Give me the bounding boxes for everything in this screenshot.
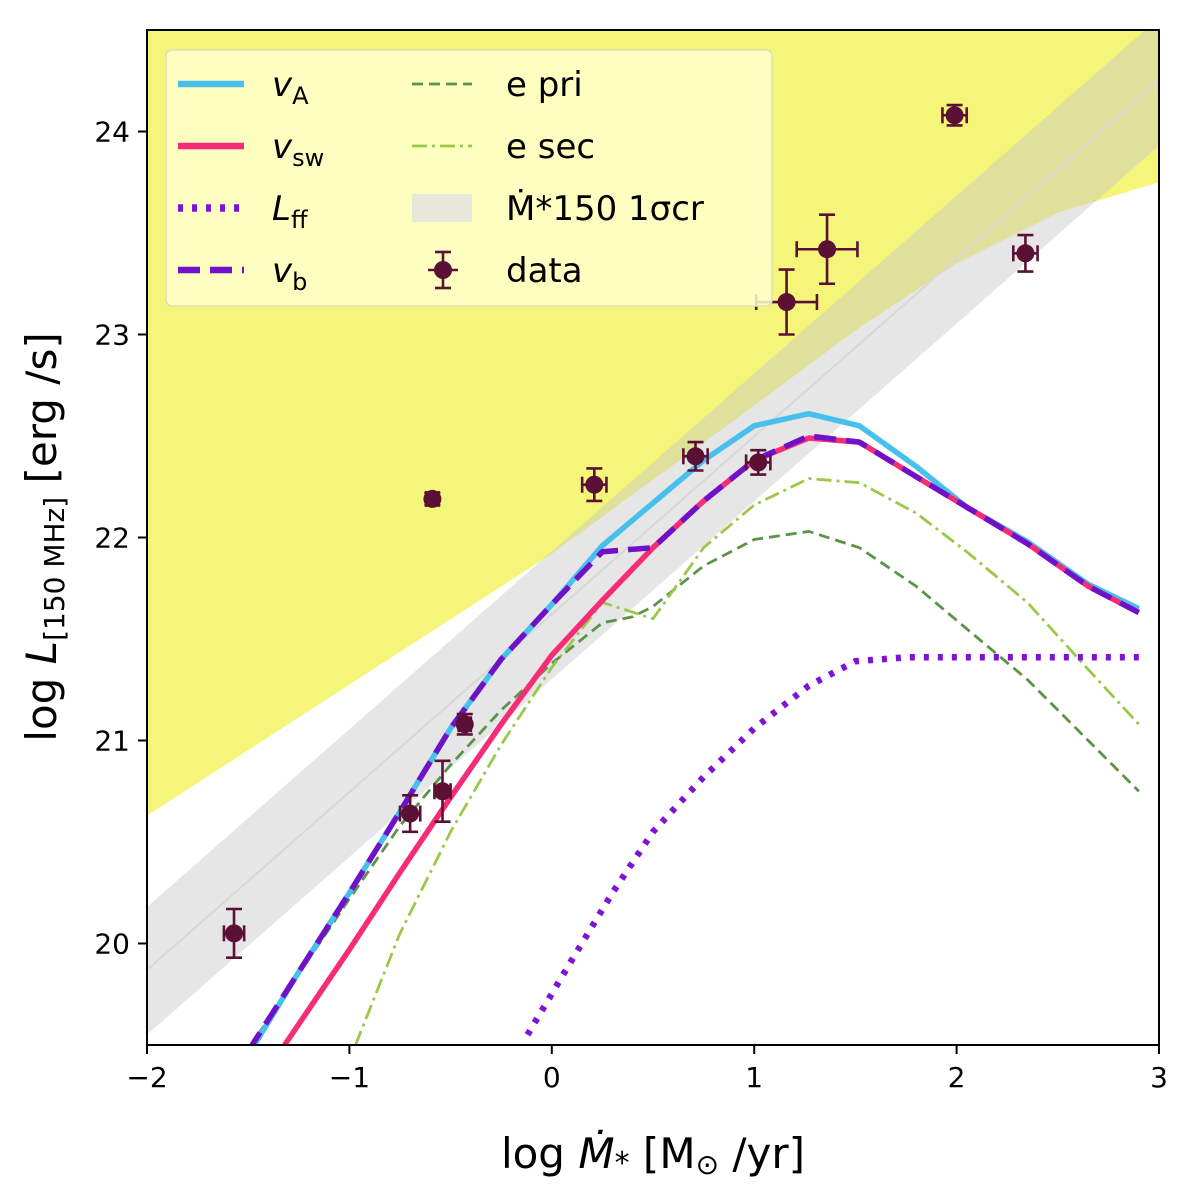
legend-label: e sec <box>506 127 595 167</box>
data-point <box>423 489 442 508</box>
series-line-vb <box>248 433 1141 1045</box>
x-axis-label: log Ṁ* [M⊙ /yr] <box>501 1128 805 1181</box>
y-tick-label: 23 <box>94 319 130 352</box>
data-point-marker <box>749 453 768 472</box>
data-point <box>1011 233 1039 273</box>
data-point-marker <box>401 804 420 823</box>
data-point-marker <box>1016 244 1035 263</box>
legend-label: data <box>506 251 583 291</box>
x-axis-ticks: −2 −1 0 1 2 3 <box>126 1045 1168 1094</box>
x-tick-label: −2 <box>126 1061 167 1094</box>
data-point <box>744 448 772 476</box>
data-point-marker <box>225 924 244 943</box>
data-point <box>398 794 422 834</box>
legend-item-vb: vb <box>178 251 307 296</box>
y-tick-label: 24 <box>94 116 130 149</box>
x-tick-label: 1 <box>745 1061 763 1094</box>
confidence-band <box>147 30 1159 1035</box>
legend: vA vsw Lff vb e pri e sec Ṁ*150 1σcr data <box>165 49 773 307</box>
legend-label: vsw <box>272 127 324 172</box>
series-lines <box>248 410 1141 1045</box>
y-axis-label: log L[150 MHz] [erg /s] <box>17 332 71 741</box>
legend-item-e-sec: e sec <box>412 127 595 167</box>
legend-label: Lff <box>272 189 308 234</box>
data-point-marker <box>585 475 604 494</box>
legend-swatch <box>412 194 472 222</box>
legend-item-band: Ṁ*150 1σcr <box>412 189 704 229</box>
legend-item-data: data <box>428 250 583 291</box>
legend-label: Ṁ*150 1σcr <box>506 189 704 229</box>
data-point-marker <box>777 293 796 312</box>
data-point-marker <box>686 447 705 466</box>
data-point <box>222 907 246 960</box>
data-point <box>433 759 452 824</box>
legend-label: vb <box>272 251 307 296</box>
data-point-marker <box>433 782 452 801</box>
x-tick-label: −1 <box>329 1061 370 1094</box>
y-tick-label: 20 <box>94 928 130 961</box>
legend-item-lff: Lff <box>178 189 308 234</box>
data-point-marker <box>455 715 474 734</box>
y-axis-ticks: 20 21 22 23 24 <box>94 116 147 961</box>
data-point <box>580 467 608 503</box>
data-point-marker <box>423 489 442 508</box>
data-points <box>222 103 1039 960</box>
x-tick-label: 3 <box>1150 1061 1168 1094</box>
data-point-marker <box>818 240 837 259</box>
data-point <box>795 213 859 286</box>
y-tick-label: 22 <box>94 522 130 555</box>
legend-swatch <box>434 261 452 279</box>
data-point <box>941 103 969 127</box>
series-line-e-pri <box>249 530 1140 1045</box>
legend-item-vsw: vsw <box>178 127 324 172</box>
data-point <box>682 440 709 472</box>
band-area <box>147 30 1159 1035</box>
y-tick-label: 21 <box>94 725 130 758</box>
legend-box <box>165 49 773 307</box>
data-point <box>455 712 474 736</box>
x-tick-label: 0 <box>543 1061 561 1094</box>
band-center-line <box>147 80 1159 971</box>
series-line-lff <box>524 654 1139 1037</box>
series-line-e-sec <box>354 477 1140 1045</box>
legend-label: e pri <box>506 65 583 105</box>
legend-item-va: vA <box>178 65 309 110</box>
data-point-marker <box>945 106 964 125</box>
legend-item-e-pri: e pri <box>412 65 583 105</box>
x-tick-label: 2 <box>948 1061 966 1094</box>
legend-label: vA <box>272 65 309 110</box>
